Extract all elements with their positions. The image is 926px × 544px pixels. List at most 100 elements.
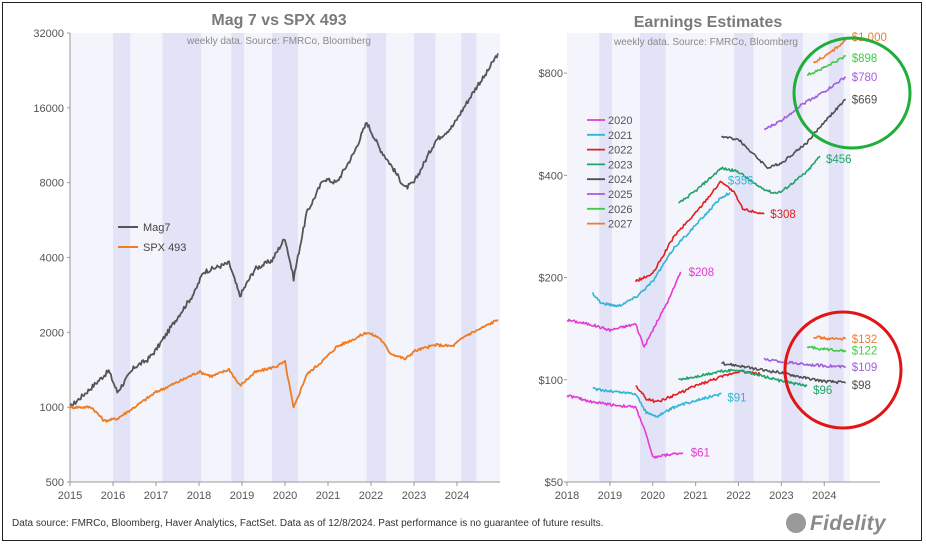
left-x-tick-label: 2020 [273,490,297,502]
series-line-mag7-2020 [566,271,682,348]
left-x-tick-label: 2024 [445,490,469,502]
series-line-spx493-2026 [806,345,847,353]
shaded-band [414,33,436,482]
left-y-tick-label: 500 [46,477,64,489]
end-label-mag7-2027: $1,000 [852,32,887,44]
legend-label-2026: 2026 [608,204,632,216]
left-recession-bands [70,33,500,482]
series-line-mag7-2023 [678,155,821,204]
end-label-spx493-2025: $109 [852,362,878,374]
right-series-group [566,39,847,459]
right-x-tick-label: 2024 [812,490,836,502]
highlight-circle-red [783,310,903,430]
right-chart-title: Earnings Estimates [634,14,783,31]
end-label-mag7-2025: $780 [852,72,878,84]
fidelity-logo-icon [786,513,806,533]
series-line-mag7-2021 [591,192,731,308]
legend-label-2025: 2025 [608,189,632,201]
shaded-band [781,33,803,482]
legend-label-2023: 2023 [608,159,632,171]
end-label-spx493-2021: $91 [727,393,746,405]
fidelity-logo-text: Fidelity [810,512,886,535]
shaded-band [734,33,754,482]
legend-label-2021: 2021 [608,130,632,142]
left-chart-subtitle: weekly data. Source: FMRCo, Bloomberg [186,36,371,47]
left-chart-title: Mag 7 vs SPX 493 [211,12,346,29]
series-line-mag7-2022 [634,180,765,283]
end-label-spx493-2023: $96 [813,385,832,397]
left-y-tick-label: 2000 [40,327,64,339]
series-line-spx493-2024 [721,361,846,385]
right-y-tick-label: $400 [539,170,563,182]
right-legend: 2020 2021 2022 2023 2024 2025 2026 2027 [587,115,632,231]
legend-label-2024: 2024 [608,174,632,186]
left-legend: Mag7 SPX 493 [118,222,186,254]
legend-label-2022: 2022 [608,145,632,157]
right-x-tick-label: 2023 [769,490,793,502]
shaded-band [366,33,387,482]
right-x-tick-label: 2018 [555,490,579,502]
shaded-band [461,33,477,482]
series-line-spx493 [69,318,499,423]
right-y-tick-label: $100 [539,375,563,387]
shaded-band [828,33,844,482]
left-x-tick-label: 2015 [58,490,82,502]
shaded-band [272,33,298,482]
left-y-tick-label: 4000 [40,253,64,265]
footnote: Data source: FMRCo, Bloomberg, Haver Ana… [12,518,604,529]
left-x-tick-label: 2022 [359,490,383,502]
legend-label-spx493: SPX 493 [143,242,186,254]
left-y-tick-label: 32000 [33,28,64,40]
left-x-tick-label: 2016 [101,490,125,502]
series-line-mag7 [69,53,499,409]
highlight-circle-green [792,36,912,150]
series-line-spx493-2020 [566,394,684,459]
legend-label-2020: 2020 [608,115,632,127]
left-y-tick-label: 8000 [40,178,64,190]
right-x-tick-label: 2022 [726,490,750,502]
end-label-spx493-2020: $61 [691,448,710,460]
left-y-tick-label: 1000 [40,402,64,414]
end-label-spx493-2026: $122 [852,345,878,357]
shaded-band [162,33,202,482]
right-recession-bands [567,33,850,482]
end-label-spx493-2027: $132 [852,334,878,346]
right-y-tick-label: $200 [539,273,563,285]
series-line-mag7-2027 [812,39,847,64]
right-x-tick-label: 2021 [683,490,707,502]
right-plot-background [567,33,850,482]
right-chart-subtitle: weekly data. Source: FMRCo, Bloomberg [613,37,798,48]
shaded-band [231,33,245,482]
end-label-mag7-2024: $669 [852,94,878,106]
series-line-spx493-2027 [813,335,847,341]
left-y-tick-label: 16000 [33,103,64,115]
end-label-spx493-2024: $98 [852,380,871,392]
fidelity-logo: Fidelity [786,512,886,536]
left-series-group [69,53,499,423]
shaded-band [113,33,131,482]
left-x-tick-label: 2018 [187,490,211,502]
end-label-mag7-2020: $208 [689,267,715,279]
end-label-mag7-2026: $898 [852,53,878,65]
right-end-labels: $208 $356 $308 $456 $669 $780 $898 $1,000 $61 $91… [689,32,887,459]
end-label-mag7-2021: $356 [728,176,754,188]
left-x-tick-label: 2017 [144,490,168,502]
right-x-tick-label: 2020 [641,490,665,502]
right-y-tick-label: $800 [539,68,563,80]
left-x-tick-label: 2023 [402,490,426,502]
series-line-mag7-2025 [763,76,847,130]
end-label-mag7-2022: $308 [770,209,796,221]
series-line-spx493-2025 [763,357,846,369]
end-label-mag7-2023: $456 [826,154,852,166]
series-line-mag7-2024 [720,98,846,169]
left-x-tick-label: 2021 [316,490,340,502]
left-x-tick-label: 2019 [230,490,254,502]
legend-label-mag7: Mag7 [143,222,171,234]
series-line-mag7-2026 [806,54,846,77]
